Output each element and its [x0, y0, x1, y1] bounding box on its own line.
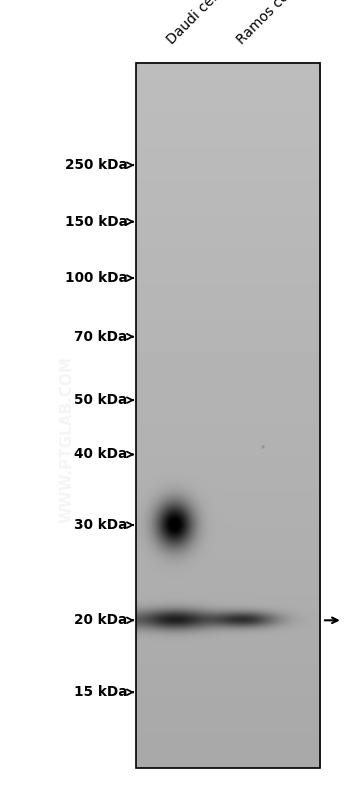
Text: 70 kDa: 70 kDa [75, 330, 128, 344]
Text: Ramos cell: Ramos cell [234, 0, 297, 47]
Text: 150 kDa: 150 kDa [65, 214, 128, 229]
Text: WWW.PTGLAB.COM: WWW.PTGLAB.COM [60, 356, 75, 522]
Text: 15 kDa: 15 kDa [74, 686, 128, 699]
Text: 20 kDa: 20 kDa [75, 614, 128, 627]
Text: Daudi cell: Daudi cell [164, 0, 223, 47]
Bar [136, 63, 320, 769]
Text: 250 kDa: 250 kDa [65, 158, 128, 172]
Text: 100 kDa: 100 kDa [65, 271, 128, 285]
Text: 50 kDa: 50 kDa [75, 393, 128, 407]
Text: 40 kDa: 40 kDa [75, 447, 128, 462]
Text: 30 kDa: 30 kDa [74, 518, 128, 532]
